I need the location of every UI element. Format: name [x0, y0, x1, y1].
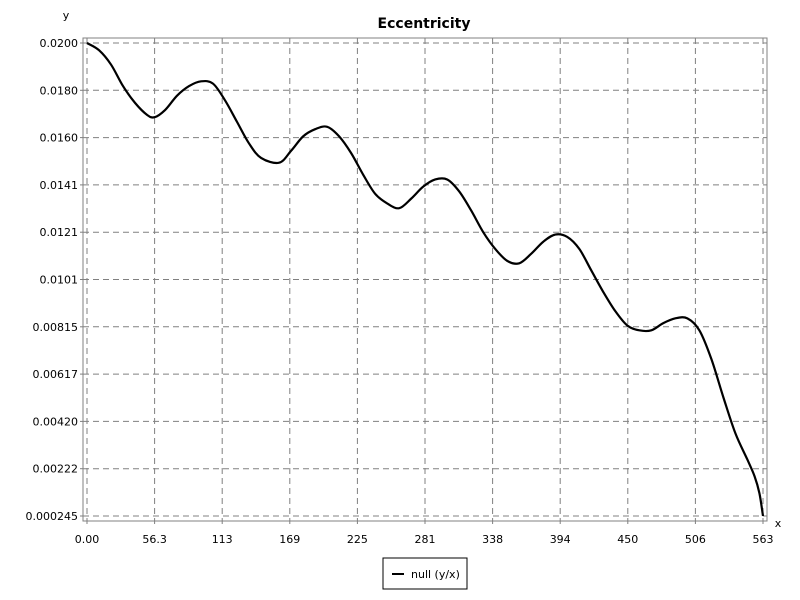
x-axis-label: x — [775, 517, 782, 530]
legend: null (y/x) — [382, 557, 468, 590]
x-tick-label: 113 — [212, 533, 233, 546]
plot-area-border — [82, 37, 768, 522]
y-tick-label: 0.0141 — [40, 179, 79, 192]
y-tick-label: 0.00617 — [33, 368, 79, 381]
x-tick-label: 506 — [685, 533, 706, 546]
series-line-0 — [86, 42, 765, 517]
legend-label: null (y/x) — [411, 568, 460, 581]
x-tick-label: 394 — [550, 533, 571, 546]
y-tick-label: 0.000245 — [26, 510, 79, 523]
y-tick-label: 0.0121 — [40, 226, 79, 239]
x-tick-label: 338 — [482, 533, 503, 546]
y-tick-label: 0.00815 — [33, 321, 79, 334]
x-tick-label: 0.00 — [75, 533, 100, 546]
y-tick-label: 0.0101 — [40, 274, 79, 287]
x-tick-label: 281 — [415, 533, 436, 546]
y-tick-label: 0.00222 — [33, 463, 79, 476]
tick-labels: 0.00 56.3 113 169 225 281 338 394 450 506 563 0.020… — [26, 37, 774, 546]
y-tick-label: 0.0160 — [40, 132, 79, 145]
grid — [80, 38, 767, 524]
x-tick-label: 563 — [753, 533, 774, 546]
y-axis-label: y — [63, 9, 70, 22]
x-tick-label: 169 — [279, 533, 300, 546]
y-tick-label: 0.0200 — [40, 37, 79, 50]
chart-title: Eccentricity — [378, 16, 471, 32]
x-tick-label: 225 — [347, 533, 368, 546]
y-tick-label: 0.0180 — [40, 84, 79, 97]
x-tick-label: 450 — [617, 533, 638, 546]
y-tick-label: 0.00420 — [33, 415, 79, 428]
series-layer — [86, 42, 765, 517]
x-tick-label: 56.3 — [142, 533, 167, 546]
